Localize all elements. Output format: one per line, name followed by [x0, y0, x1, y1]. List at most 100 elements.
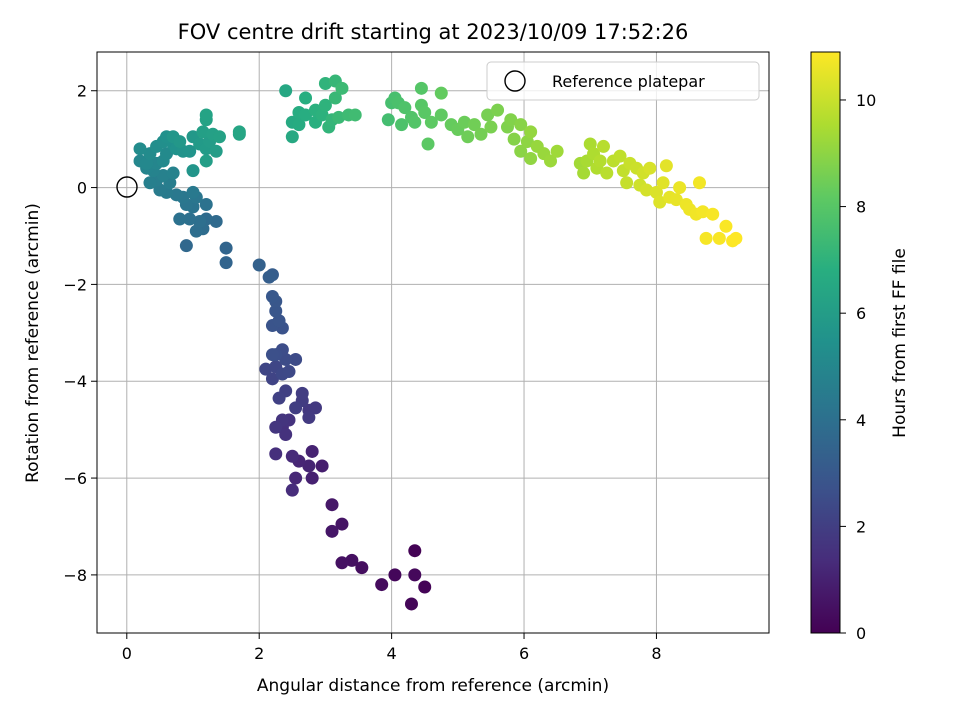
- x-axis-ticks: 0 2 4 6 8: [122, 633, 662, 663]
- x-tick-label: 4: [387, 644, 397, 663]
- data-point: [467, 118, 481, 132]
- colorbar-label: Hours from first FF file: [890, 248, 910, 438]
- data-point: [328, 91, 342, 105]
- colorbar-tick-label: 6: [856, 304, 866, 323]
- data-point: [345, 553, 359, 567]
- data-point: [729, 231, 743, 245]
- data-point: [418, 580, 432, 594]
- data-point: [375, 578, 389, 592]
- data-point: [262, 270, 276, 284]
- legend-entry: Reference platepar: [552, 72, 705, 91]
- data-point: [299, 108, 313, 122]
- data-point: [318, 76, 332, 90]
- legend-box: [486, 61, 760, 101]
- data-point: [279, 84, 293, 98]
- data-point: [335, 556, 349, 570]
- data-point: [302, 459, 316, 473]
- data-point: [212, 130, 226, 144]
- data-point: [484, 120, 498, 134]
- data-point: [524, 152, 538, 166]
- data-point: [315, 459, 329, 473]
- data-point: [325, 498, 339, 512]
- data-point: [173, 212, 187, 226]
- data-point: [199, 198, 213, 212]
- x-tick-label: 2: [254, 644, 264, 663]
- data-point: [424, 115, 438, 129]
- data-point: [461, 130, 475, 144]
- data-point: [524, 125, 538, 139]
- data-point: [196, 125, 210, 139]
- plot-frame: [96, 51, 770, 634]
- data-point: [544, 154, 558, 168]
- data-point: [292, 118, 306, 132]
- y-tick-label: −4: [63, 372, 87, 391]
- y-tick-label: 0: [77, 179, 87, 198]
- data-point: [325, 524, 339, 538]
- colorbar-tick-label: 0: [856, 624, 866, 643]
- data-point: [173, 135, 187, 149]
- data-point: [692, 176, 706, 190]
- data-point: [640, 183, 654, 197]
- data-point: [279, 427, 293, 441]
- data-point: [199, 154, 213, 168]
- data-point: [219, 241, 233, 255]
- data-point: [299, 91, 313, 105]
- colorbar-ticks: 0 2 4 6 8 10: [840, 91, 876, 643]
- data-point: [143, 176, 157, 190]
- data-point: [285, 130, 299, 144]
- data-point: [577, 166, 591, 180]
- data-point: [302, 411, 316, 425]
- data-point: [209, 214, 223, 228]
- data-points: [133, 74, 743, 611]
- data-point: [265, 372, 279, 386]
- x-tick-label: 8: [651, 644, 661, 663]
- data-point: [186, 185, 200, 199]
- data-point: [600, 166, 614, 180]
- data-point: [408, 115, 422, 129]
- data-point: [474, 127, 488, 141]
- data-point: [550, 144, 564, 158]
- data-point: [355, 561, 369, 575]
- data-point: [414, 81, 428, 95]
- data-point: [265, 348, 279, 362]
- data-point: [643, 161, 657, 175]
- y-axis-ticks: −8 −6 −4 −2 0 2: [63, 82, 97, 585]
- data-point: [272, 391, 286, 405]
- data-point: [381, 113, 395, 127]
- data-point: [295, 386, 309, 400]
- data-point: [418, 106, 432, 120]
- data-point: [193, 214, 207, 228]
- data-point: [289, 471, 303, 485]
- data-point: [507, 132, 521, 146]
- data-point: [133, 142, 147, 156]
- data-point: [232, 125, 246, 139]
- data-point: [404, 597, 418, 611]
- y-axis-label: Rotation from reference (arcmin): [23, 203, 43, 483]
- data-point: [504, 113, 518, 127]
- data-point: [269, 447, 283, 461]
- data-point: [719, 219, 733, 233]
- data-point: [408, 544, 422, 558]
- data-point: [669, 193, 683, 207]
- data-point: [388, 568, 402, 582]
- data-point: [252, 258, 266, 272]
- legend-marker: [504, 70, 526, 92]
- data-point: [620, 176, 634, 190]
- data-point: [332, 110, 346, 124]
- data-point: [514, 118, 528, 132]
- x-tick-label: 0: [122, 644, 132, 663]
- data-point: [457, 115, 471, 129]
- data-point: [706, 207, 720, 221]
- data-point: [335, 517, 349, 531]
- data-point: [335, 81, 349, 95]
- y-tick-label: −2: [63, 275, 87, 294]
- data-point: [199, 108, 213, 122]
- data-point: [308, 401, 322, 415]
- x-tick-label: 6: [519, 644, 529, 663]
- data-point: [265, 290, 279, 304]
- data-point: [269, 304, 283, 318]
- data-point: [421, 137, 435, 151]
- chart-title: FOV centre drift starting at 2023/10/09 …: [178, 20, 689, 44]
- data-point: [434, 86, 448, 100]
